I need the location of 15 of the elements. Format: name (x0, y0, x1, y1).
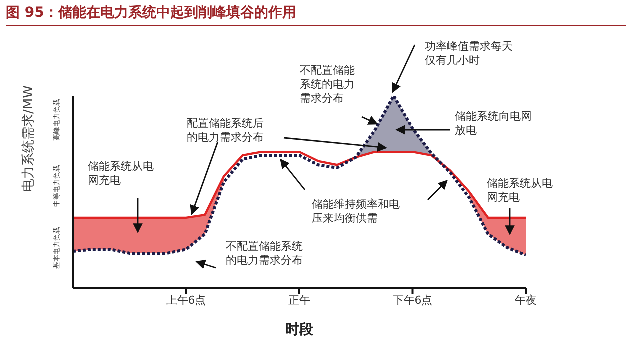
annotation: 储能维持频率和电压来均衡供需 (312, 198, 401, 226)
y-axis-title: 电力系统需求/MW (22, 85, 37, 192)
x-tick-label: 正午 (288, 294, 310, 307)
annotation: 储能系统从电网充电 (88, 160, 155, 188)
x-tick-label: 下午6点 (392, 294, 433, 307)
annotation: 储能系统从电网充电 (487, 177, 554, 205)
x-tick-label: 午夜 (515, 294, 537, 307)
annotation: 不配置储能系统的电力需求分布 (300, 64, 356, 106)
annotation: 储能系统向电网放电 (455, 110, 533, 138)
x-axis-title: 时段 (286, 322, 314, 338)
x-tick-label: 上午6点 (166, 294, 206, 307)
chart-title: 图 95：储能在电力系统中起到削峰填谷的作用 (6, 4, 626, 26)
text: 功率峰值需求每天仅有几小时 (425, 40, 514, 68)
annotation: 配置储能系统后的电力需求分布 (187, 117, 265, 145)
annotation: 不配置储能系统的电力需求分布 (226, 240, 304, 268)
